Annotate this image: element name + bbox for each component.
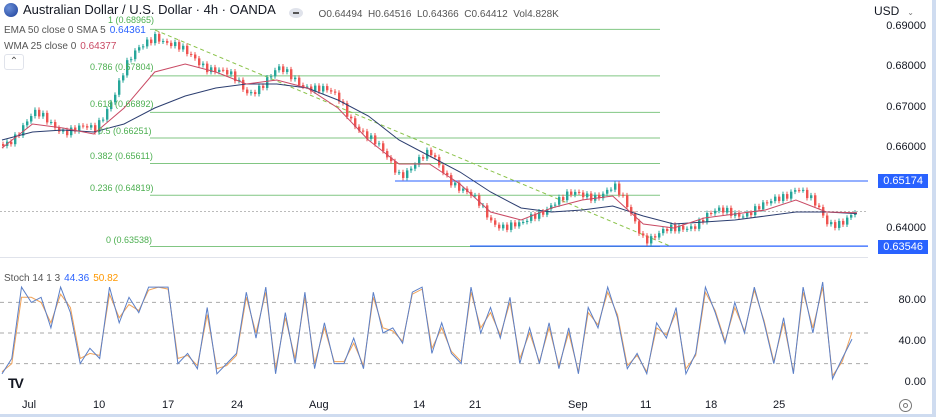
fib-label: 1 (0.68965) [108,15,155,25]
fib-label: 0.5 (0.66251) [98,126,152,136]
fib-label: 0.382 (0.65611) [90,151,153,161]
time-label: Aug [309,399,329,411]
support-price-tag: 0.63546 [878,240,928,254]
pane-separator[interactable] [0,257,868,258]
stoch-axis-label: 40.00 [898,335,926,347]
symbol-title[interactable]: Australian Dollar / U.S. Dollar · 4h · O… [4,2,276,17]
chevron-down-icon: ⌄ [907,8,914,17]
window-edge [0,414,936,417]
currency-selector[interactable]: USD ⌄ [873,4,914,18]
stoch-legend[interactable]: Stoch 14 1 3 44.36 50.82 [4,273,119,284]
time-label: 11 [640,399,652,411]
time-label: 18 [705,399,718,411]
tradingview-logo[interactable]: TV [8,375,24,391]
price-label: 0.64000 [886,222,926,234]
aud-usd-flag-icon [4,2,18,17]
ohlc-values: O0.64494 H0.64516 L0.64366 C0.64412 Vol4… [318,8,559,20]
time-label: 10 [93,399,106,411]
time-label: Sep [568,399,588,411]
window-edge [932,0,936,417]
time-label: 17 [162,399,175,411]
price-label: 0.67000 [886,101,926,113]
time-label: 21 [469,399,482,411]
price-label: 0.66000 [886,141,926,153]
fib-label: 0.786 (0.67804) [90,62,154,72]
minimize-legend-icon[interactable] [289,8,304,19]
time-label: 25 [773,399,786,411]
settings-gear-icon[interactable] [899,399,912,412]
stoch-axis-label: 80.00 [898,294,926,306]
price-label: 0.68000 [886,60,926,72]
chevron-up-icon[interactable]: ⌃ [4,54,24,70]
price-label: 0.69000 [886,20,926,32]
fib-label: 0 (0.63538) [106,235,153,245]
resistance-price-tag: 0.65174 [878,174,928,188]
time-label: 14 [413,399,426,411]
wma-indicator-legend[interactable]: WMA 25 close 0 0.64377 [4,41,117,52]
ema-indicator-legend[interactable]: EMA 50 close 0 SMA 5 0.64361 [4,25,146,36]
fib-label: 0.618 (0.66892) [90,99,154,109]
time-label: Jul [22,399,37,411]
stoch-axis-label: 0.00 [904,376,926,388]
time-label: 24 [231,399,244,411]
fib-label: 0.236 (0.64819) [90,183,154,193]
chart-legend: Australian Dollar / U.S. Dollar · 4h · O… [4,2,559,20]
